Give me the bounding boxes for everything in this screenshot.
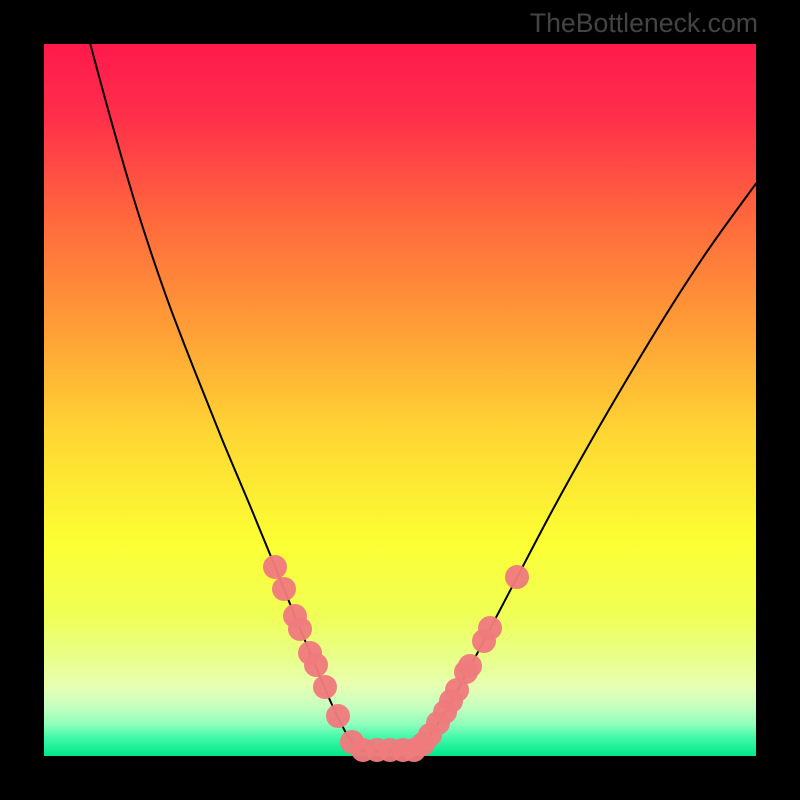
bottleneck-curve bbox=[90, 44, 756, 751]
data-dot bbox=[478, 616, 502, 640]
data-dot bbox=[505, 565, 529, 589]
watermark-text: TheBottleneck.com bbox=[530, 8, 758, 39]
data-dot bbox=[458, 654, 482, 678]
data-dot bbox=[272, 577, 296, 601]
curve-layer bbox=[44, 44, 756, 756]
data-dot bbox=[326, 704, 350, 728]
plot-area bbox=[44, 44, 756, 756]
data-dot bbox=[313, 675, 337, 699]
data-dot bbox=[304, 653, 328, 677]
stage: TheBottleneck.com bbox=[0, 0, 800, 800]
data-dot bbox=[288, 617, 312, 641]
